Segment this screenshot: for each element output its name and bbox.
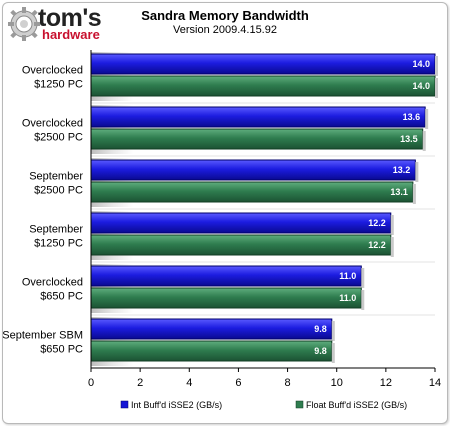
- category-label: September SBM $650 PC: [2, 330, 83, 356]
- category-label: September $2500 PC: [29, 171, 83, 197]
- data-label: 11.0: [339, 271, 356, 281]
- bar-shadow: [435, 78, 438, 98]
- category-label-line: September SBM: [2, 330, 83, 342]
- gear-icon: [8, 7, 40, 41]
- legend-swatch: [295, 400, 304, 409]
- category-label-line: $1250 PC: [34, 79, 83, 91]
- bar-shadow: [331, 343, 335, 363]
- bar-int: [90, 265, 362, 287]
- category-label-line: $1250 PC: [34, 238, 83, 250]
- bar-int: [90, 53, 436, 75]
- category-label: Overclocked $650 PC: [22, 277, 83, 303]
- bar-shadow: [361, 268, 365, 288]
- brand-name: tom's: [38, 4, 102, 32]
- category-label-line: September: [29, 171, 83, 183]
- data-label: 12.2: [368, 240, 386, 250]
- data-label: 13.5: [400, 134, 418, 144]
- data-label: 14.0: [412, 59, 430, 69]
- bar-shadow: [415, 162, 419, 182]
- legend-swatch: [120, 400, 129, 409]
- category-label: Overclocked $2500 PC: [22, 118, 83, 144]
- bar-int: [90, 212, 392, 234]
- bar-float: [90, 287, 362, 309]
- data-label: 11.0: [339, 293, 356, 303]
- data-label: 13.1: [390, 187, 408, 197]
- bar-shadow: [390, 237, 394, 257]
- x-tick-label: 6: [235, 377, 241, 389]
- data-label: 14.0: [412, 81, 430, 91]
- data-label: 13.6: [403, 112, 421, 122]
- bar-float: [90, 181, 414, 203]
- bar-shadow: [390, 215, 394, 235]
- x-tick-label: 4: [186, 377, 192, 389]
- bar-shadow: [422, 131, 426, 151]
- bar-float: [90, 128, 424, 150]
- category-label-line: Overclocked: [22, 277, 83, 289]
- category-label-line: $650 PC: [40, 291, 83, 303]
- category-label-line: Overclocked: [22, 118, 83, 130]
- bar-int: [90, 159, 416, 181]
- bar-float: [90, 340, 333, 362]
- chart-title: Sandra Memory Bandwidth: [141, 8, 309, 23]
- x-tick-label: 0: [88, 377, 94, 389]
- bar-shadow: [435, 56, 438, 76]
- bar-int: [90, 106, 426, 128]
- bar-float: [90, 234, 392, 256]
- category-label-line: $2500 PC: [34, 132, 83, 144]
- bar-shadow: [412, 184, 416, 204]
- bar-shadow: [361, 290, 365, 310]
- brand-subname: hardware: [42, 27, 100, 42]
- legend-label: Int Buff'd iSSE2 (GB/s): [131, 400, 222, 410]
- data-label: 12.2: [368, 218, 386, 228]
- category-label: Overclocked $1250 PC: [22, 65, 83, 91]
- x-tick-label: 2: [137, 377, 143, 389]
- x-tick-label: 10: [331, 377, 343, 389]
- x-tick-label: 12: [380, 377, 392, 389]
- category-label-line: $2500 PC: [34, 185, 83, 197]
- chart-subtitle: Version 2009.4.15.92: [173, 24, 277, 36]
- x-tick-label: 8: [285, 377, 291, 389]
- bar-int: [90, 318, 333, 340]
- data-label: 13.2: [393, 165, 411, 175]
- bar-shadow: [425, 109, 429, 129]
- category-label-line: $650 PC: [40, 344, 83, 356]
- bar-shadow: [331, 321, 335, 341]
- data-label: 9.8: [314, 346, 327, 356]
- category-label: September $1250 PC: [29, 224, 83, 250]
- brand-logo: tom's hardware: [8, 4, 108, 44]
- data-label: 9.8: [314, 324, 327, 334]
- legend-label: Float Buff'd iSSE2 (GB/s): [306, 400, 407, 410]
- category-label-line: Overclocked: [22, 65, 83, 77]
- bar-float: [90, 75, 436, 97]
- x-tick-label: 14: [429, 377, 441, 389]
- category-label-line: September: [29, 224, 83, 236]
